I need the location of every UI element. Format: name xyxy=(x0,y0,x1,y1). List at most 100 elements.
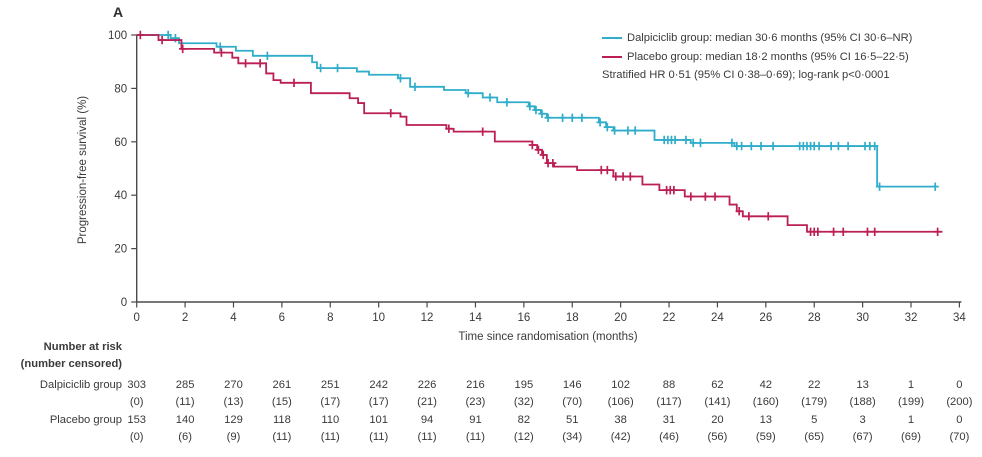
risk-at-risk-value: 118 xyxy=(272,414,291,426)
risk-row-label-dalpiciclib: Dalpiciclib group xyxy=(39,379,122,391)
y-tick-label: 20 xyxy=(114,244,127,256)
risk-at-risk-value: 88 xyxy=(662,379,676,391)
x-tick-label: 34 xyxy=(953,312,966,324)
risk-at-risk-value: 22 xyxy=(807,379,821,391)
risk-at-risk-value: 303 xyxy=(127,379,147,391)
risk-censored-value: (70) xyxy=(949,431,970,443)
risk-at-risk-value: 195 xyxy=(514,379,534,391)
legend-entry-dalpiciclib: Dalpiciclib group: median 30·6 months (9… xyxy=(602,29,912,48)
risk-censored-value: (67) xyxy=(852,431,873,443)
risk-censored-value: (11) xyxy=(417,431,437,443)
risk-at-risk-value: 38 xyxy=(614,414,627,426)
risk-at-risk-value: 153 xyxy=(127,414,147,426)
risk-at-risk-value: 94 xyxy=(420,414,434,426)
risk-at-risk-value: 226 xyxy=(417,379,437,391)
risk-at-risk-value: 285 xyxy=(175,379,195,391)
x-tick-label: 32 xyxy=(905,312,918,324)
risk-censored-value: (65) xyxy=(804,431,825,443)
risk-censored-value: (59) xyxy=(755,431,776,443)
risk-at-risk-value: 140 xyxy=(175,414,195,426)
risk-censored-value: (69) xyxy=(901,431,921,443)
risk-censored-value: (17) xyxy=(320,396,341,408)
x-tick-label: 0 xyxy=(133,312,139,324)
x-tick-label: 10 xyxy=(372,312,385,324)
risk-row-label-placebo: Placebo group xyxy=(49,414,122,426)
risk-at-risk-value: 261 xyxy=(272,379,292,391)
x-tick-label: 16 xyxy=(517,312,530,324)
risk-censored-value: (56) xyxy=(707,431,728,443)
risk-censored-value: (188) xyxy=(849,396,876,408)
risk-at-risk-value: 62 xyxy=(711,379,724,391)
x-tick-label: 18 xyxy=(566,312,579,324)
risk-censored-value: (6) xyxy=(178,431,192,443)
risk-censored-value: (200) xyxy=(946,396,973,408)
risk-censored-value: (46) xyxy=(659,431,679,443)
risk-censored-value: (0) xyxy=(129,396,144,408)
x-tick-label: 28 xyxy=(808,312,821,324)
risk-at-risk-value: 0 xyxy=(956,379,963,391)
risk-censored-value: (15) xyxy=(271,396,292,408)
x-tick-label: 2 xyxy=(182,312,188,324)
risk-censored-value: (11) xyxy=(175,396,195,408)
y-tick-label: 100 xyxy=(108,30,127,42)
risk-censored-value: (70) xyxy=(562,396,583,408)
risk-at-risk-value: 91 xyxy=(469,414,482,426)
risk-at-risk-value: 270 xyxy=(224,379,243,391)
risk-censored-value: (9) xyxy=(226,431,241,443)
risk-censored-value: (17) xyxy=(368,396,389,408)
risk-censored-value: (23) xyxy=(465,396,486,408)
risk-censored-value: (34) xyxy=(562,431,583,443)
y-tick-label: 60 xyxy=(114,137,127,149)
risk-at-risk-value: 110 xyxy=(321,414,340,426)
legend-label-dalpiciclib: Dalpiciclib group: median 30·6 months (9… xyxy=(627,32,913,44)
risk-censored-value: (106) xyxy=(607,396,634,408)
risk-censored-value: (11) xyxy=(320,431,340,443)
dalpiciclib-line-swatch xyxy=(602,37,622,40)
risk-at-risk-value: 216 xyxy=(466,379,485,391)
panel-label: A xyxy=(113,4,124,20)
risk-at-risk-value: 51 xyxy=(566,414,579,426)
legend: Dalpiciclib group: median 30·6 months (9… xyxy=(602,29,912,85)
risk-at-risk-value: 0 xyxy=(956,414,963,426)
legend-entry-placebo: Placebo group: median 18·2 months (95% C… xyxy=(602,48,912,67)
stratified-hr-annotation: Stratified HR 0·51 (95% CI 0·38–0·69); l… xyxy=(602,69,890,82)
risk-censored-value: (179) xyxy=(801,396,828,408)
x-tick-label: 6 xyxy=(279,312,285,324)
risk-censored-value: (117) xyxy=(656,396,682,408)
legend-label-placebo: Placebo group: median 18·2 months (95% C… xyxy=(627,50,909,63)
risk-at-risk-value: 42 xyxy=(759,379,773,391)
risk-at-risk-value: 242 xyxy=(369,379,388,391)
x-tick-label: 30 xyxy=(856,312,869,324)
risk-censored-value: (32) xyxy=(513,396,534,408)
placebo-censor-marks xyxy=(136,30,942,236)
risk-censored-value: (21) xyxy=(417,396,438,408)
risk-censored-value: (11) xyxy=(465,431,485,443)
risk-table-header-2: (number censored) xyxy=(20,358,122,370)
placebo-line-swatch xyxy=(602,55,622,58)
risk-censored-value: (13) xyxy=(223,396,244,408)
risk-at-risk-value: 20 xyxy=(711,414,724,426)
risk-censored-value: (160) xyxy=(752,396,779,408)
y-tick-label: 0 xyxy=(121,297,127,309)
risk-at-risk-value: 1 xyxy=(907,379,915,391)
risk-at-risk-value: 101 xyxy=(369,414,388,426)
risk-at-risk-value: 146 xyxy=(562,379,582,391)
risk-at-risk-value: 1 xyxy=(907,414,915,426)
x-tick-label: 24 xyxy=(711,312,724,324)
x-axis-title: Time since randomisation (months) xyxy=(458,331,638,343)
dalpiciclib-censor-marks xyxy=(164,30,939,191)
y-tick-label: 80 xyxy=(114,83,127,95)
risk-censored-value: (42) xyxy=(610,431,631,443)
risk-at-risk-value: 13 xyxy=(856,379,869,391)
risk-censored-value: (11) xyxy=(272,431,292,443)
risk-censored-value: (12) xyxy=(513,431,534,443)
dalpiciclib-curve xyxy=(136,34,937,188)
x-tick-label: 12 xyxy=(421,312,434,324)
risk-at-risk-value: 13 xyxy=(759,414,773,426)
risk-at-risk-value: 129 xyxy=(224,414,243,426)
risk-table-header-1: Number at risk xyxy=(43,341,122,353)
risk-at-risk-value: 3 xyxy=(859,414,866,426)
